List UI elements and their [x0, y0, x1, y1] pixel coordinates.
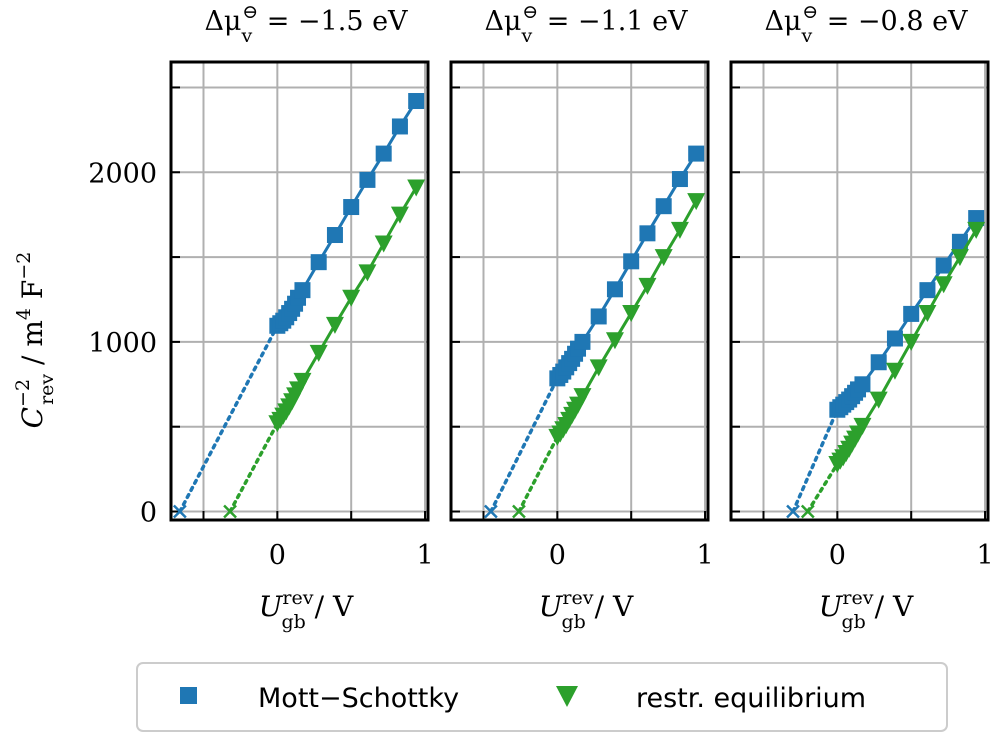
data-point-mott-schottky	[343, 199, 360, 216]
data-point-restr-equilibrium	[573, 388, 592, 406]
x-tick-label: 0	[549, 540, 566, 571]
data-point-restr-equilibrium	[885, 362, 904, 380]
data-point-mott-schottky	[310, 254, 327, 271]
intercept-marker-restr-equilibrium	[223, 504, 237, 519]
data-point-mott-schottky	[623, 253, 640, 270]
panel-frame	[169, 60, 430, 522]
extrapolation-line-mott-schottky	[178, 324, 280, 514]
panel-frame	[449, 60, 710, 522]
data-point-mott-schottky	[870, 354, 887, 371]
data-point-restr-equilibrium	[670, 221, 689, 239]
data-point-mott-schottky	[655, 198, 672, 215]
data-point-restr-equilibrium	[934, 276, 953, 294]
data-point-mott-schottky	[671, 171, 688, 188]
data-point-mott-schottky	[886, 330, 903, 347]
legend-marker-restr-equilibrium	[556, 686, 578, 707]
x-axis-label-1: Urev gb / V	[259, 587, 354, 633]
intercept-marker-mott-schottky	[483, 504, 498, 519]
data-point-mott-schottky	[375, 145, 392, 162]
data-point-mott-schottky	[639, 225, 656, 242]
y-tick-label: 1000	[88, 328, 157, 359]
data-point-restr-equilibrium	[950, 249, 969, 267]
data-point-restr-equilibrium	[654, 249, 673, 267]
legend-marker-mott-schottky	[180, 687, 197, 704]
extrapolation-line-restr-equilibrium	[806, 462, 840, 514]
intercept-marker-mott-schottky	[786, 504, 800, 519]
extrapolation-line-mott-schottky	[791, 407, 840, 514]
data-point-restr-equilibrium	[638, 277, 657, 295]
data-point-mott-schottky	[359, 171, 376, 188]
data-point-mott-schottky	[294, 282, 311, 299]
extrapolation-line-mott-schottky	[489, 376, 560, 514]
extrapolation-line-restr-equilibrium	[517, 435, 560, 514]
intercept-marker-mott-schottky	[172, 504, 187, 519]
data-point-restr-equilibrium	[342, 289, 361, 307]
x-axis-label-2: Urev gb / V	[539, 587, 634, 633]
data-point-mott-schottky	[408, 93, 425, 110]
data-point-mott-schottky	[326, 227, 343, 244]
data-point-mott-schottky	[606, 281, 623, 298]
y-axis-label: C−2 rev / m4 F−2	[12, 252, 58, 429]
panel-title-1: Δμv⊖ = −1.5 eV	[204, 1, 408, 47]
data-point-mott-schottky	[919, 282, 936, 299]
legend-frame	[136, 662, 948, 732]
x-tick-label: 1	[416, 540, 433, 571]
data-point-mott-schottky	[903, 305, 920, 322]
x-tick-label: 0	[269, 540, 286, 571]
data-point-mott-schottky	[391, 118, 408, 135]
data-point-restr-equilibrium	[967, 221, 986, 239]
extrapolation-line-restr-equilibrium	[228, 421, 280, 514]
panel-1: 0 1 0 1000 2000	[88, 60, 434, 571]
data-point-restr-equilibrium	[853, 417, 872, 435]
legend: Mott−Schottky restr. equilibrium	[136, 662, 948, 732]
data-point-restr-equilibrium	[358, 264, 377, 282]
intercept-marker-restr-equilibrium	[800, 504, 815, 519]
data-point-mott-schottky	[574, 333, 591, 350]
data-point-restr-equilibrium	[687, 193, 706, 211]
data-point-restr-equilibrium	[309, 344, 328, 362]
panel-title-2: Δμv⊖ = −1.1 eV	[484, 1, 688, 47]
data-point-restr-equilibrium	[293, 372, 312, 390]
data-point-mott-schottky	[590, 308, 607, 325]
data-point-restr-equilibrium	[325, 316, 344, 334]
y-tick-label: 0	[140, 498, 157, 529]
data-point-restr-equilibrium	[622, 305, 641, 323]
data-point-restr-equilibrium	[902, 333, 921, 351]
x-axis-label-3: Urev gb / V	[819, 587, 914, 633]
data-point-restr-equilibrium	[605, 332, 624, 350]
legend-label-mott-schottky: Mott−Schottky	[258, 683, 459, 714]
data-point-restr-equilibrium	[390, 206, 409, 224]
data-point-mott-schottky	[854, 376, 871, 393]
x-tick-label: 0	[829, 540, 846, 571]
panel-title-3: Δμv⊖ = −0.8 eV	[764, 1, 968, 47]
data-point-restr-equilibrium	[869, 391, 888, 409]
x-tick-label: 1	[976, 540, 993, 571]
legend-label-restr-equilibrium: restr. equilibrium	[636, 683, 866, 714]
intercept-marker-restr-equilibrium	[512, 504, 526, 519]
data-point-restr-equilibrium	[407, 179, 426, 197]
data-point-mott-schottky	[951, 233, 968, 250]
data-point-mott-schottky	[935, 257, 952, 274]
x-tick-label: 1	[696, 540, 713, 571]
data-point-mott-schottky	[688, 145, 705, 162]
y-tick-label: 2000	[88, 158, 157, 189]
data-point-restr-equilibrium	[918, 305, 937, 323]
data-point-restr-equilibrium	[374, 235, 393, 253]
data-point-restr-equilibrium	[589, 359, 608, 377]
panel-frame	[729, 60, 990, 522]
